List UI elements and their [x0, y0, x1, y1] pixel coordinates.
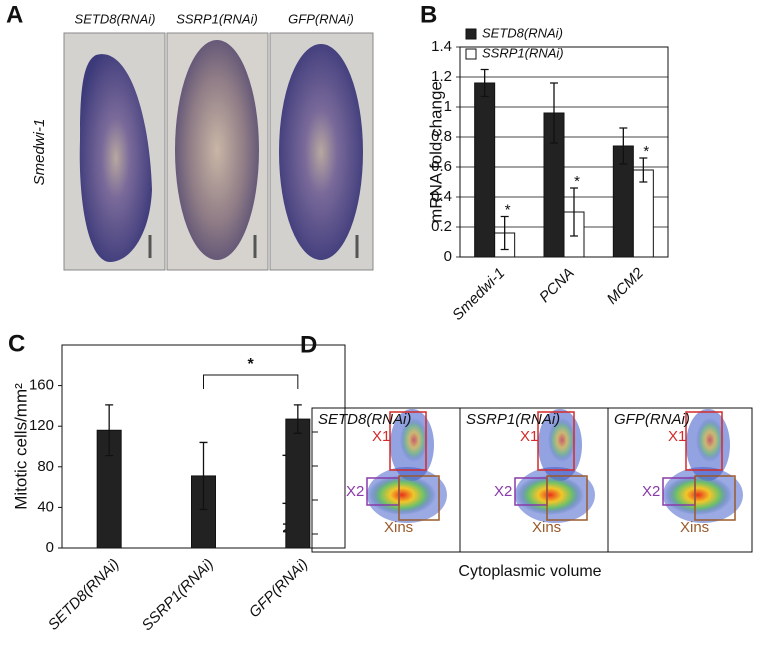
x-tick-label: SSRP1(RNAi): [139, 556, 218, 635]
bar: [285, 418, 311, 549]
x-tick-label: SETD8(RNAi): [45, 556, 123, 634]
error-bar: [480, 68, 489, 98]
panel-letter: A: [6, 1, 23, 28]
density-core: [368, 475, 436, 515]
y-tick-label: 1.2: [431, 68, 452, 85]
density-core: [548, 418, 576, 462]
column-label: SSRP1(RNAi): [176, 11, 258, 26]
panel-letter: C: [8, 330, 25, 357]
density-core: [400, 418, 428, 462]
error-bar: [619, 127, 628, 165]
x-tick-label: PCNA: [536, 265, 577, 306]
column-label: SETD8(RNAi): [318, 411, 411, 428]
bar: [474, 82, 496, 258]
gate-label: Xins: [532, 519, 561, 536]
bar: [191, 475, 216, 549]
row-label: Smedwi-1: [31, 119, 48, 186]
gate: [694, 475, 736, 521]
legend-label: SSRP1(RNAi): [482, 45, 564, 60]
gate-label: X1: [372, 428, 390, 445]
gate: [398, 475, 440, 521]
y-tick-label: 0.8: [431, 128, 452, 145]
error-bar: [293, 404, 302, 434]
y-tick-label: 0.6: [431, 158, 452, 175]
y-axis-label: mRNA fold change: [426, 81, 445, 223]
gate-label: Xins: [384, 519, 413, 536]
gate: [685, 411, 723, 471]
error-bar: [550, 82, 558, 144]
y-tick-label: 80: [37, 458, 54, 475]
y-tick-label: 1: [444, 98, 452, 115]
x-tick-label: MCM2: [604, 264, 648, 308]
column-label: SSRP1(RNAi): [466, 411, 560, 428]
gate-label: X2: [346, 483, 364, 500]
gate: [537, 411, 575, 471]
error-bar: [105, 404, 114, 457]
gate: [389, 411, 427, 471]
column-label: GFP(RNAi): [614, 411, 690, 428]
legend-swatch: [465, 28, 477, 40]
panel-letter: B: [420, 1, 437, 28]
micrographs: [63, 32, 374, 271]
error-bar: [639, 157, 648, 183]
y-tick-label: 160: [29, 377, 54, 394]
x-axis-label: Cytoplasmic volume: [458, 563, 601, 580]
plot-frame: [311, 407, 753, 553]
column-label: GFP(RNAi): [288, 11, 354, 26]
y-tick-label: 0.2: [431, 218, 452, 235]
density-core: [696, 418, 724, 462]
gate-label: X1: [520, 428, 538, 445]
gate-label: Xins: [680, 519, 709, 536]
significance-label: *: [248, 356, 255, 373]
legend-swatch: [465, 48, 477, 60]
error-bar: [570, 187, 578, 237]
x-tick-label: GFP(RNAi): [246, 556, 312, 622]
significance-bracket: [203, 374, 299, 389]
gate: [546, 475, 588, 521]
y-tick-label: 120: [29, 417, 54, 434]
density-core: [516, 475, 584, 515]
y-tick-label: 0: [46, 539, 54, 556]
error-bar: [199, 441, 208, 511]
y-tick-label: 1.4: [431, 38, 452, 55]
annotation: *: [505, 201, 511, 218]
x-tick-label: Smedwi-1: [449, 265, 508, 324]
annotation: *: [643, 143, 649, 160]
y-axis-label: Mitotic cells/mm²: [11, 383, 30, 510]
gate-label: X2: [494, 483, 512, 500]
y-tick-label: 0: [444, 248, 452, 265]
y-tick-label: 40: [37, 498, 54, 515]
annotation: *: [574, 173, 580, 190]
y-tick-label: 0.4: [431, 188, 452, 205]
bar: [632, 169, 654, 258]
legend-label: SETD8(RNAi): [482, 25, 563, 40]
error-bar: [500, 215, 509, 251]
gate-label: X2: [642, 483, 660, 500]
gate-label: X1: [668, 428, 686, 445]
column-label: SETD8(RNAi): [75, 11, 156, 26]
flow-plots: SETD8(RNAi)X1X2XinsSSRP1(RNAi)X1X2XinsGF…: [312, 408, 743, 552]
density-core: [664, 475, 732, 515]
